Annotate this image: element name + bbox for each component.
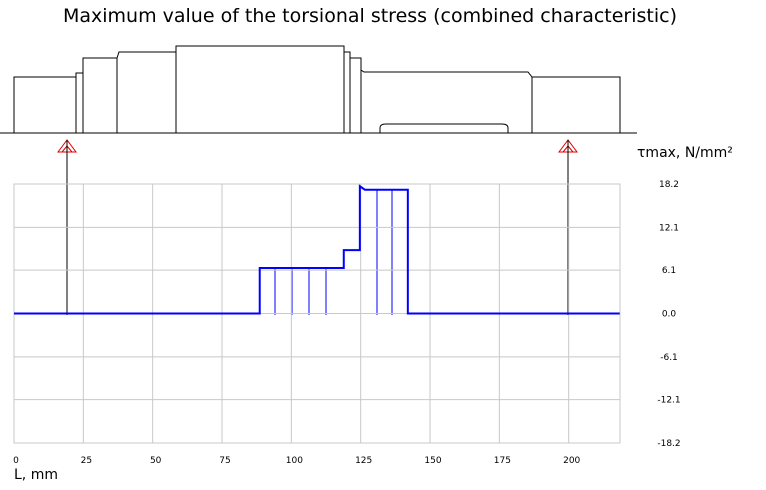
x-tick-label: 50 bbox=[150, 456, 162, 466]
y-tick-label: 6.1 bbox=[662, 266, 676, 276]
hatching bbox=[274, 190, 393, 315]
y-tick-label: -6.1 bbox=[660, 353, 678, 363]
y-tick-label: 12.1 bbox=[659, 223, 679, 233]
y-tick-label: -18.2 bbox=[657, 439, 680, 449]
x-tick-label: 100 bbox=[286, 456, 303, 466]
x-tick-label: 0 bbox=[13, 456, 19, 466]
x-tick-label: 75 bbox=[219, 456, 230, 466]
stress-line bbox=[14, 184, 620, 315]
x-tick-label: 25 bbox=[81, 456, 92, 466]
chart-title: Maximum value of the torsional stress (c… bbox=[63, 5, 677, 27]
x-axis-label: L, mm bbox=[14, 467, 58, 483]
y-tick-label: 0.0 bbox=[662, 310, 677, 320]
x-tick-label: 200 bbox=[563, 456, 580, 466]
y-tick-label: -12.1 bbox=[657, 396, 680, 406]
y-axis-label: τmax, N/mm² bbox=[637, 145, 733, 161]
y-tick-label: 18.2 bbox=[659, 180, 679, 190]
shaft-drawing bbox=[0, 45, 637, 134]
x-tick-label: 150 bbox=[424, 456, 441, 466]
x-tick-label: 175 bbox=[494, 456, 511, 466]
x-tick-label: 125 bbox=[355, 456, 372, 466]
